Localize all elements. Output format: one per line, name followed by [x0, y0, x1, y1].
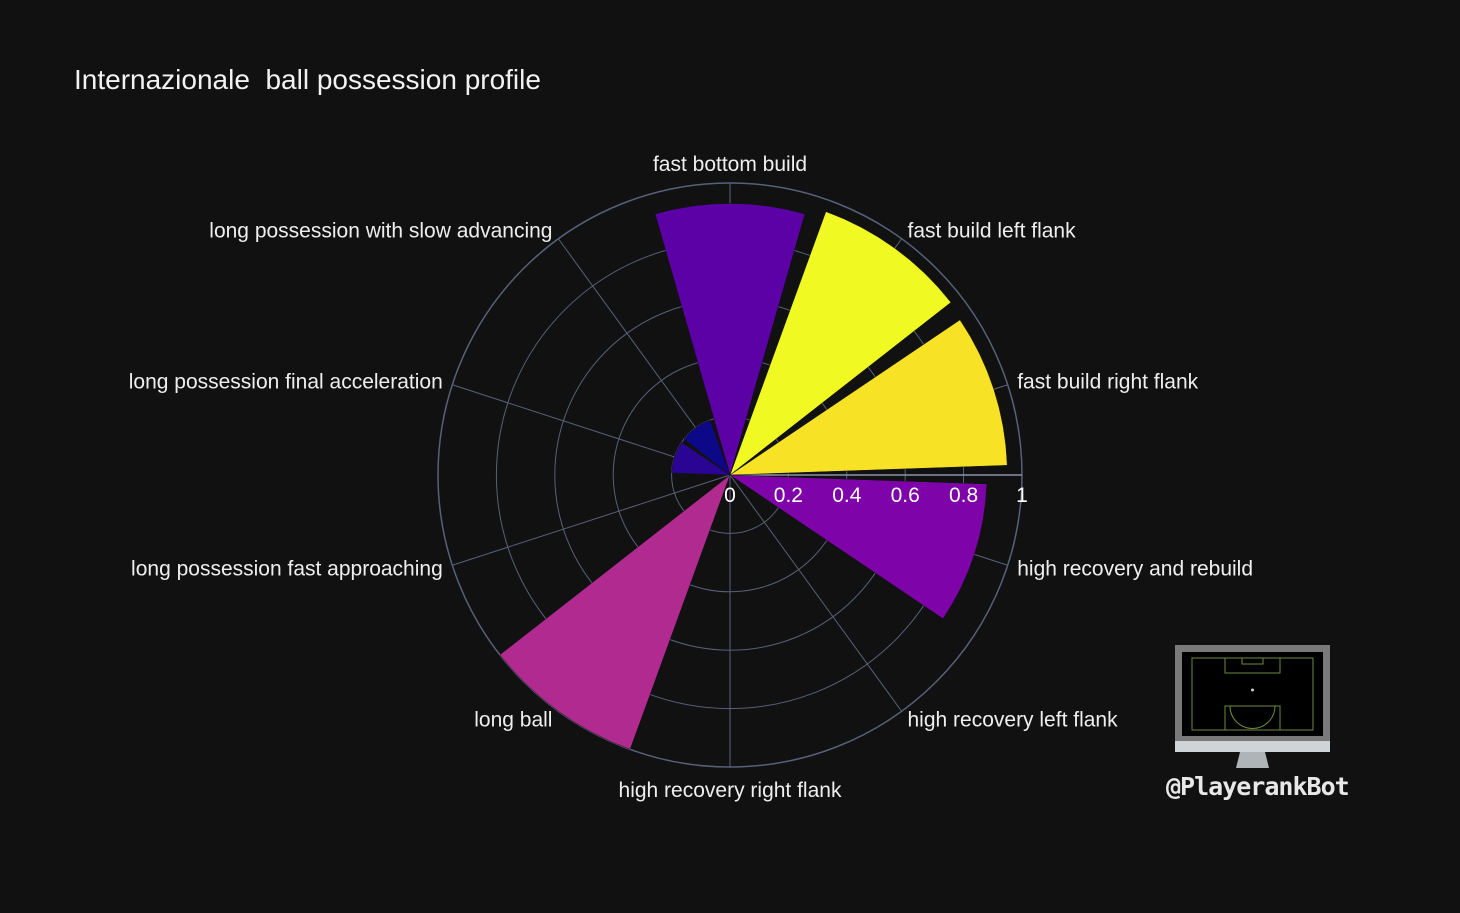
- polar-bar-3: [729, 319, 1008, 476]
- polar-bar-7: [499, 474, 731, 750]
- angular-label-7: long ball: [474, 708, 552, 731]
- angular-label-1: fast bottom build: [653, 153, 807, 176]
- polar-bar-9: [671, 441, 731, 476]
- polar-bar-1: [654, 203, 806, 476]
- radial-tick-5: 1: [1016, 484, 1028, 507]
- radial-tick-3: 0.6: [891, 484, 920, 507]
- radial-tick-2: 0.4: [832, 484, 862, 507]
- angular-label-5: high recovery left flank: [908, 708, 1119, 731]
- grid-spoke: [452, 474, 731, 566]
- polar-bar-2: [729, 211, 952, 476]
- angular-label-4: high recovery and rebuild: [1017, 557, 1253, 580]
- radial-tick-1: 0.2: [774, 484, 803, 507]
- angular-label-3: fast build right flank: [1017, 371, 1198, 394]
- angular-label-6: high recovery right flank: [619, 779, 842, 802]
- radial-tick-labels: 0 0.2 0.4 0.6 0.8 1: [724, 484, 1028, 507]
- radial-tick-0: 0: [724, 484, 736, 507]
- angular-label-9: long possession final acceleration: [129, 371, 443, 394]
- monitor-football-pitch-icon: [1170, 640, 1340, 810]
- polar-bar-10: [683, 419, 731, 476]
- angular-labels: fast bottom build fast build left flank fa…: [129, 153, 1253, 802]
- watermark-handle: @PlayerankBot: [1166, 772, 1350, 801]
- radial-tick-4: 0.8: [949, 484, 978, 507]
- polar-bars: [499, 203, 1008, 750]
- grid-spoke: [729, 474, 903, 712]
- angular-label-2: fast build left flank: [908, 220, 1077, 243]
- polar-bar-4: [729, 474, 988, 620]
- chart-title: Internazionale ball possession profile: [74, 64, 541, 95]
- angular-label-8: long possession fast approaching: [131, 557, 443, 580]
- angular-label-10: long possession with slow advancing: [209, 220, 552, 243]
